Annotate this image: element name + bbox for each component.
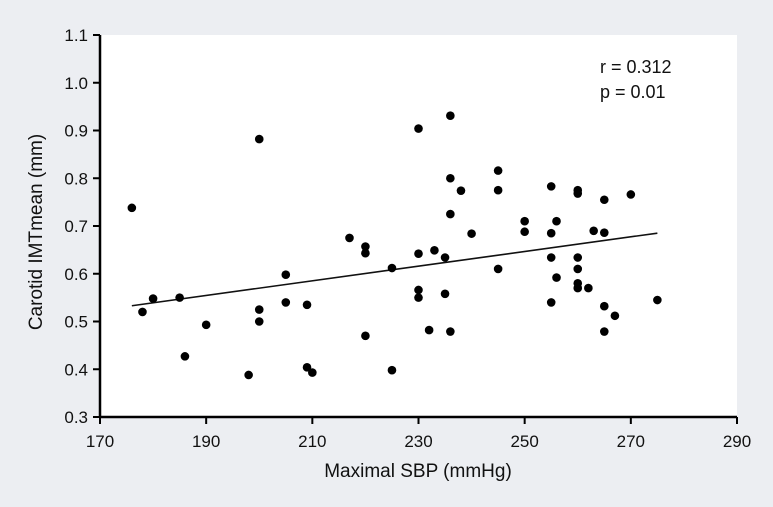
data-point	[414, 124, 423, 133]
data-points	[127, 111, 662, 380]
data-point	[281, 270, 291, 280]
x-axis-title: Maximal SBP (mmHg)	[324, 461, 512, 482]
data-point	[387, 365, 397, 375]
data-point	[440, 253, 450, 262]
data-point	[599, 195, 609, 205]
y-tick-label: 0.3	[64, 408, 88, 427]
data-point	[573, 264, 583, 274]
data-point	[302, 300, 312, 310]
data-point	[589, 226, 598, 236]
data-point	[573, 189, 583, 198]
data-point	[148, 294, 158, 303]
data-point	[520, 227, 529, 237]
x-tick-label: 170	[86, 432, 114, 451]
data-point	[414, 249, 423, 258]
data-point	[180, 352, 190, 361]
correlation-r-label: r = 0.312	[600, 57, 672, 77]
data-point	[599, 327, 609, 336]
y-axis-title: Carotid IMTmean (mm)	[26, 134, 47, 330]
x-tick-label: 290	[723, 432, 751, 451]
plot-area	[100, 35, 737, 417]
y-tick-label: 0.8	[64, 169, 88, 188]
data-point	[201, 320, 211, 330]
data-point	[446, 209, 455, 219]
data-point	[361, 248, 370, 258]
data-point	[467, 229, 476, 238]
y-axis-ticks: 0.3 0.4 0.5 0.6 0.7 0.8 0.9 1.0 1.1	[64, 26, 100, 427]
data-point	[254, 134, 264, 144]
data-point	[175, 293, 184, 302]
data-point	[653, 295, 662, 305]
data-point	[546, 298, 556, 307]
data-point	[361, 242, 370, 251]
data-point	[552, 273, 561, 282]
data-point	[254, 305, 264, 314]
y-tick-label: 0.5	[64, 313, 88, 332]
data-point	[584, 283, 593, 293]
x-axis-ticks: 170 190 210 230 250 270 290	[86, 417, 751, 451]
data-point	[493, 185, 503, 195]
data-point	[254, 317, 264, 326]
data-point	[361, 331, 370, 341]
data-point	[138, 307, 147, 317]
data-point	[446, 173, 455, 183]
y-tick-label: 1.0	[64, 74, 88, 93]
y-tick-label: 1.1	[64, 26, 88, 45]
y-tick-label: 0.6	[64, 265, 88, 284]
p-value-label: p = 0.01	[600, 82, 666, 102]
data-point	[127, 203, 137, 213]
x-tick-label: 270	[617, 432, 645, 451]
data-point	[626, 190, 636, 199]
data-point	[302, 363, 312, 372]
data-point	[308, 368, 317, 377]
x-tick-label: 210	[298, 432, 326, 451]
data-point	[520, 216, 529, 226]
y-tick-label: 0.4	[64, 360, 88, 379]
data-point	[440, 289, 450, 299]
data-point	[345, 233, 354, 243]
data-point	[573, 253, 583, 262]
data-point	[552, 216, 561, 226]
y-tick-label: 0.7	[64, 217, 88, 236]
data-point	[493, 264, 503, 274]
data-point	[573, 283, 583, 293]
data-point	[599, 301, 609, 311]
data-point	[424, 325, 434, 335]
data-point	[430, 246, 439, 255]
data-point	[546, 182, 556, 191]
data-point	[599, 228, 609, 237]
data-point	[610, 311, 620, 321]
data-point	[414, 293, 423, 302]
data-point	[446, 111, 455, 120]
data-point	[414, 285, 423, 295]
data-point	[244, 370, 253, 380]
data-point	[456, 186, 466, 195]
y-tick-label: 0.9	[64, 122, 88, 141]
data-point	[546, 253, 556, 262]
data-point	[546, 228, 556, 238]
x-tick-label: 250	[510, 432, 538, 451]
data-point	[446, 327, 455, 336]
x-tick-label: 190	[192, 432, 220, 451]
data-point	[493, 166, 503, 175]
data-point	[281, 298, 291, 307]
data-point	[387, 263, 397, 273]
x-tick-label: 230	[404, 432, 432, 451]
